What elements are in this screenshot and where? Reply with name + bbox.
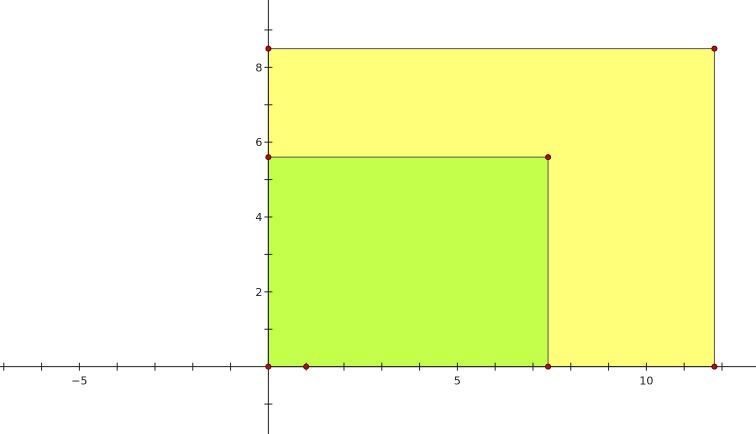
vertex-point [711, 363, 718, 370]
x-tick-label: 5 [454, 375, 461, 388]
vertex-point [711, 45, 718, 52]
y-tick-label: 8 [255, 61, 262, 74]
vertex-point [303, 363, 310, 370]
vertex-point [265, 154, 272, 161]
x-tick-label: 10 [639, 375, 653, 388]
vertex-point [545, 363, 552, 370]
shapes-layer [267, 48, 715, 368]
x-tick-label: −5 [71, 375, 87, 388]
vertex-point [545, 154, 552, 161]
labels-layer: −5 5 10 2 4 6 8 [71, 61, 653, 387]
points-layer [265, 45, 718, 370]
y-tick-label: 2 [255, 286, 262, 299]
vertex-point [265, 45, 272, 52]
small-rectangle [267, 156, 549, 368]
y-tick-label: 6 [255, 136, 262, 149]
y-tick-label: 4 [255, 211, 262, 224]
vertex-point [265, 363, 272, 370]
